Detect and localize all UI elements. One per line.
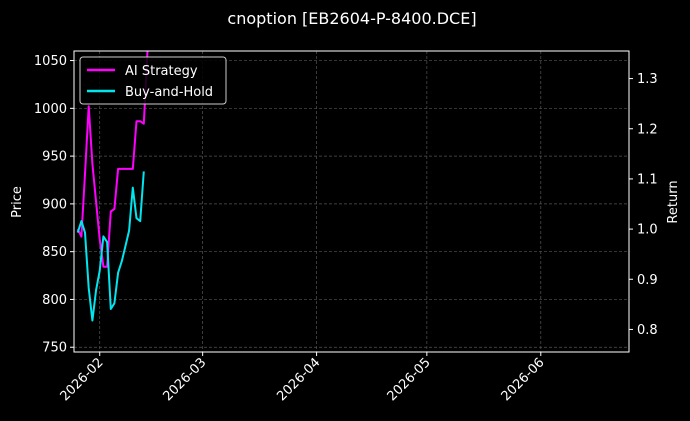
- legend-label-buy-and-hold: Buy-and-Hold: [125, 85, 213, 100]
- x-tick-label: 2026-02: [58, 355, 107, 404]
- y-tick-label-right: 1.1: [637, 172, 658, 187]
- x-tick-label: 2026-04: [274, 355, 323, 404]
- y-axis-label-right: Return: [666, 180, 681, 223]
- legend: AI Strategy Buy-and-Hold: [79, 56, 227, 105]
- chart-title: cnoption [EB2604-P-8400.DCE]: [227, 9, 476, 28]
- y-tick-label-right: 1.2: [637, 122, 658, 137]
- y-tick-label-left: 750: [42, 341, 67, 356]
- y-tick-label-right: 0.9: [637, 273, 658, 288]
- y-tick-label-left: 900: [42, 197, 67, 212]
- series-line-buy-and-hold: [76, 171, 145, 322]
- legend-label-ai-strategy: AI Strategy: [125, 64, 198, 79]
- legend-box: [79, 56, 227, 105]
- y-tick-label-right: 1.3: [637, 72, 658, 87]
- y-axis-label-left: Price: [10, 186, 25, 218]
- series-layer: [76, 51, 149, 322]
- y-tick-label-left: 1050: [34, 54, 67, 69]
- plot-frame: [73, 50, 630, 353]
- x-tick-label: 2026-05: [385, 355, 434, 404]
- y-tick-label-left: 800: [42, 293, 67, 308]
- x-tick-label: 2026-06: [499, 355, 548, 404]
- y-tick-label-left: 850: [42, 245, 67, 260]
- y-tick-label-left: 1000: [34, 102, 67, 117]
- x-tick-label: 2026-03: [160, 355, 209, 404]
- y-tick-label-left: 950: [42, 150, 67, 165]
- series-line-ai-strategy: [76, 51, 149, 268]
- y-tick-label-right: 0.8: [637, 323, 658, 338]
- y-tick-label-right: 1.0: [637, 223, 658, 238]
